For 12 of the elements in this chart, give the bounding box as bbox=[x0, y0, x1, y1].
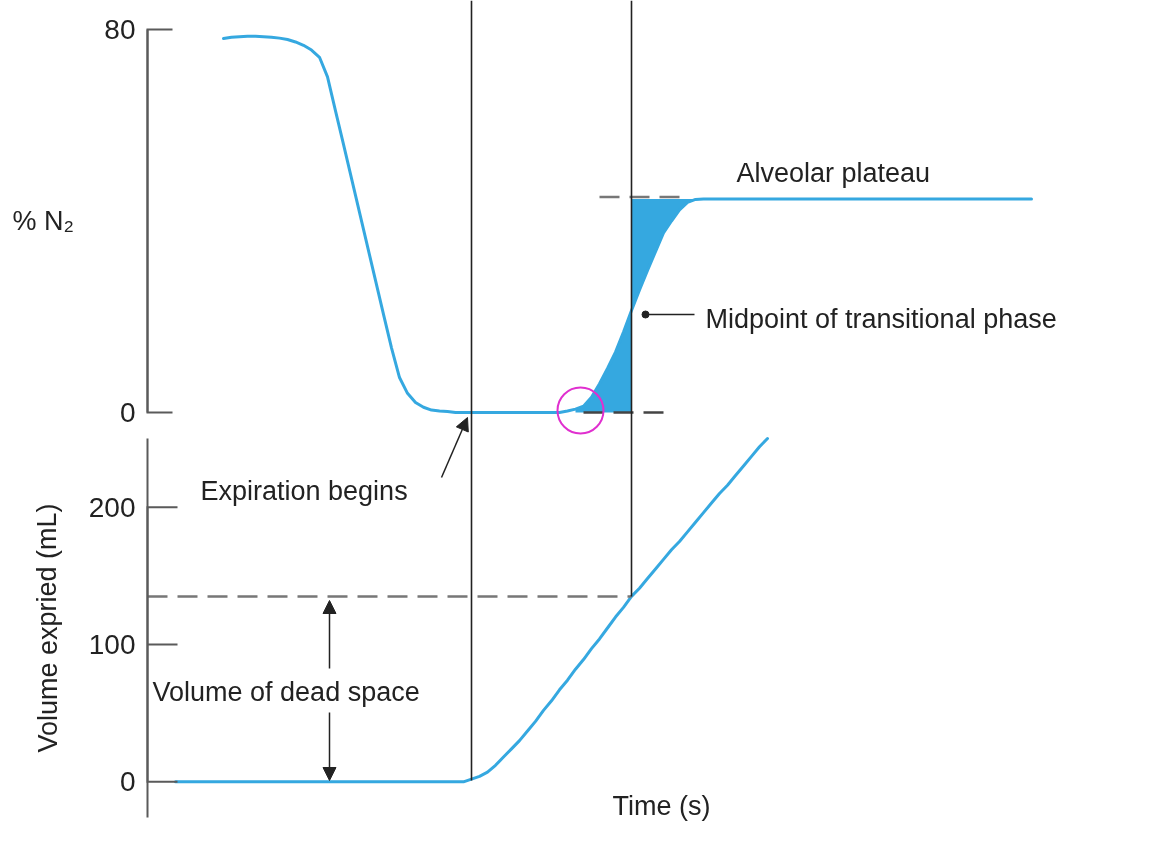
annotation: Volume of dead space bbox=[152, 676, 420, 707]
y-axis-title: Volume expried (mL) bbox=[32, 503, 63, 753]
annotation: Alveolar plateau bbox=[736, 157, 931, 188]
annotation: Expiration begins bbox=[200, 475, 408, 506]
y-tick-label: 200 bbox=[88, 491, 136, 523]
y-axis-title: % N₂ bbox=[12, 206, 74, 236]
x-axis-title: Time (s) bbox=[612, 790, 711, 821]
y-tick-label: 80 bbox=[104, 14, 136, 45]
y-tick-label: 100 bbox=[88, 628, 136, 660]
y-tick-label: 0 bbox=[119, 766, 136, 798]
y-tick-label: 0 bbox=[119, 397, 136, 428]
annotation: Midpoint of transitional phase bbox=[705, 303, 1057, 334]
